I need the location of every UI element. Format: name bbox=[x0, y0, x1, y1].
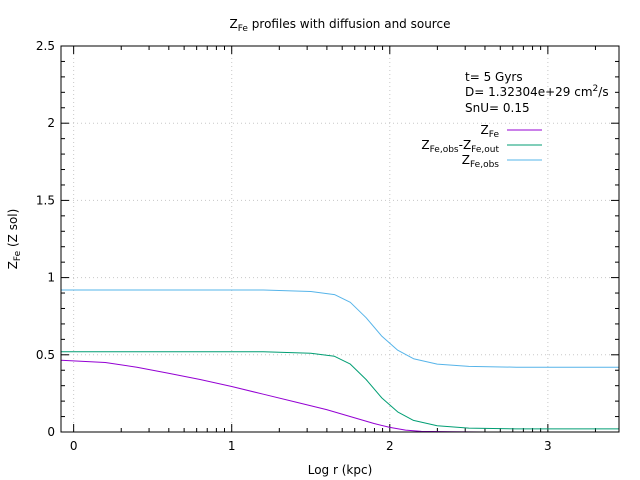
x-tick-label: 0 bbox=[70, 439, 78, 453]
y-tick-label: 0.5 bbox=[36, 348, 55, 362]
y-tick-label: 1.5 bbox=[36, 193, 55, 207]
axis-ticks bbox=[61, 45, 619, 433]
y-axis-label: ZFe (Z sol) bbox=[6, 209, 23, 270]
annotation-snu: SnU= 0.15 bbox=[465, 101, 530, 115]
y-tick-label: 1 bbox=[47, 271, 55, 285]
annotation-time: t= 5 Gyrs bbox=[465, 70, 523, 84]
y-tick-label: 2 bbox=[47, 116, 55, 130]
x-tick-label: 3 bbox=[544, 439, 552, 453]
series-line-3 bbox=[61, 289, 619, 368]
annotations: t= 5 Gyrs D= 1.32304e+29 cm2/s SnU= 0.15 bbox=[465, 70, 609, 115]
y-tick-label: 0 bbox=[47, 425, 55, 439]
series-group bbox=[60, 289, 619, 433]
chart-title: ZFe profiles with diffusion and source bbox=[230, 17, 451, 34]
legend-label-3: ZFe,obs bbox=[462, 153, 500, 170]
legend-label-2: ZFe,obs-ZFe,out bbox=[421, 138, 499, 155]
plot-frame bbox=[60, 45, 620, 433]
x-tick-label: 1 bbox=[228, 439, 236, 453]
x-tick-label: 2 bbox=[386, 439, 394, 453]
legend-label-1: ZFe bbox=[481, 123, 500, 140]
tick-labels: 0 1 2 3 0 0.5 1 1.5 2 2.5 bbox=[36, 39, 552, 453]
annotation-diffusion: D= 1.32304e+29 cm2/s bbox=[465, 84, 609, 99]
y-tick-label: 2.5 bbox=[36, 39, 55, 53]
x-axis-label: Log r (kpc) bbox=[308, 463, 373, 477]
series-line-2 bbox=[61, 351, 619, 430]
grid bbox=[61, 45, 619, 433]
series-line-1 bbox=[60, 359, 619, 433]
